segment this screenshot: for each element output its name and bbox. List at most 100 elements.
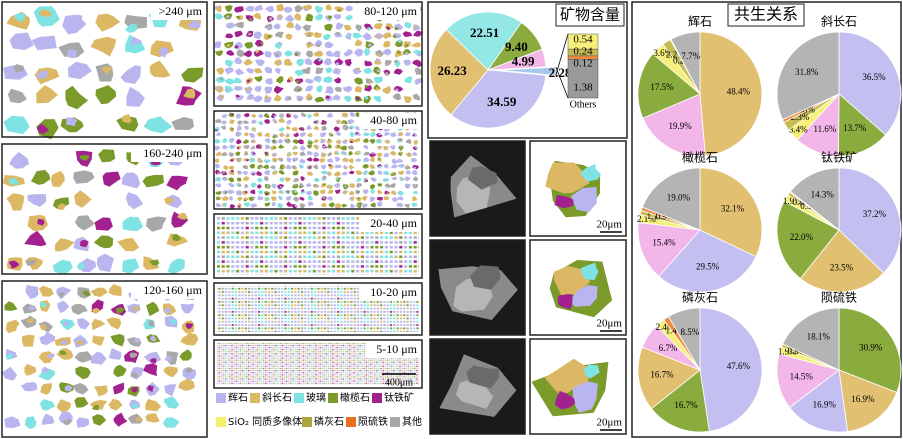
- particle-inclusion: [63, 418, 72, 426]
- particle-inclusion: [335, 204, 338, 207]
- particle-inclusion: [222, 171, 226, 174]
- particle: [307, 132, 313, 138]
- particle: [278, 144, 285, 149]
- particle: [222, 196, 229, 201]
- particle-inclusion: [413, 166, 417, 169]
- particle-inclusion: [239, 171, 243, 174]
- particle-inclusion: [334, 67, 339, 72]
- particle-inclusion: [349, 197, 353, 200]
- particle-inclusion: [348, 6, 353, 11]
- particle: [254, 68, 263, 74]
- particle: [389, 183, 396, 188]
- particle-inclusion: [335, 62, 340, 66]
- pie-value-label: 4.99: [512, 53, 535, 68]
- particle: [413, 140, 418, 145]
- particle: [246, 93, 255, 100]
- particle-inclusion: [15, 155, 24, 162]
- particle-inclusion: [279, 186, 283, 188]
- particle-inclusion: [121, 114, 132, 124]
- particle-inclusion: [80, 239, 89, 248]
- particle-inclusion: [124, 23, 138, 33]
- pie-slice: [650, 369, 710, 433]
- particle-inclusion: [362, 172, 366, 175]
- legend-label: 辉石: [228, 392, 248, 404]
- particle: [95, 85, 117, 105]
- particle-inclusion: [385, 139, 389, 143]
- particle-inclusion: [218, 67, 224, 71]
- particle: [221, 114, 228, 119]
- particle: [312, 157, 320, 162]
- particle: [412, 196, 418, 202]
- particle: [241, 171, 248, 176]
- particle: [149, 60, 171, 78]
- particle-inclusion: [177, 212, 188, 220]
- particle: [305, 85, 314, 92]
- particle: [90, 36, 117, 57]
- bse-grain-phase: [466, 365, 500, 389]
- panel-label: >240 μm: [158, 4, 202, 18]
- particle: [242, 120, 250, 124]
- particle-inclusion: [59, 406, 67, 411]
- panel-label: 40-80 μm: [370, 113, 417, 127]
- particle-inclusion: [37, 123, 49, 135]
- particle-inclusion: [308, 166, 312, 170]
- particle: [342, 85, 353, 93]
- particle-inclusion: [149, 259, 160, 266]
- pie-slice: [776, 31, 840, 121]
- particle: [376, 197, 383, 201]
- particle: [91, 318, 106, 331]
- particle: [242, 165, 248, 170]
- particle-inclusion: [273, 166, 277, 169]
- particle: [257, 177, 263, 183]
- particle: [306, 151, 313, 156]
- particle-inclusion: [273, 146, 276, 149]
- particle-inclusion: [397, 140, 401, 143]
- particle-inclusion: [268, 17, 273, 21]
- particle: [251, 113, 257, 118]
- pie-slice: [670, 31, 701, 95]
- particle: [228, 119, 235, 124]
- particle-inclusion: [322, 165, 326, 168]
- particle-inclusion: [258, 60, 262, 65]
- particle: [216, 132, 221, 137]
- particle: [244, 125, 249, 130]
- particle-inclusion: [14, 13, 26, 22]
- particle-inclusion: [244, 183, 248, 187]
- particle: [312, 144, 319, 150]
- phase-map: [545, 160, 602, 218]
- particle-inclusion: [329, 198, 333, 201]
- particle-inclusion: [293, 183, 297, 187]
- particle: [362, 203, 368, 208]
- particle-inclusion: [377, 153, 380, 157]
- particle-inclusion: [235, 133, 239, 136]
- particle-inclusion: [216, 178, 220, 181]
- particle-inclusion: [23, 382, 30, 388]
- particle: [94, 217, 113, 231]
- particle-inclusion: [238, 190, 241, 193]
- particle: [74, 351, 94, 363]
- particle-inclusion: [272, 135, 276, 139]
- particle-inclusion: [375, 58, 381, 63]
- particle: [164, 396, 180, 409]
- particle-inclusion: [281, 171, 285, 174]
- particle-inclusion: [357, 197, 361, 200]
- particle-inclusion: [371, 177, 375, 180]
- particle-inclusion: [225, 15, 230, 19]
- particle-inclusion: [8, 260, 20, 269]
- legend-swatch: [250, 393, 260, 403]
- particle: [403, 96, 412, 103]
- particle: [95, 13, 121, 32]
- particle-inclusion: [252, 152, 256, 155]
- particle-inclusion: [363, 160, 366, 163]
- particle: [314, 5, 323, 14]
- particle-inclusion: [327, 15, 333, 19]
- pie-title: 辉石: [688, 15, 712, 29]
- particle-inclusion: [79, 154, 90, 161]
- particle: [314, 96, 325, 103]
- legend-swatch: [294, 393, 304, 403]
- particle-inclusion: [258, 145, 263, 148]
- particle-inclusion: [322, 183, 326, 186]
- particle-inclusion: [243, 199, 247, 202]
- particle-inclusion: [131, 403, 138, 409]
- particle: [355, 24, 362, 32]
